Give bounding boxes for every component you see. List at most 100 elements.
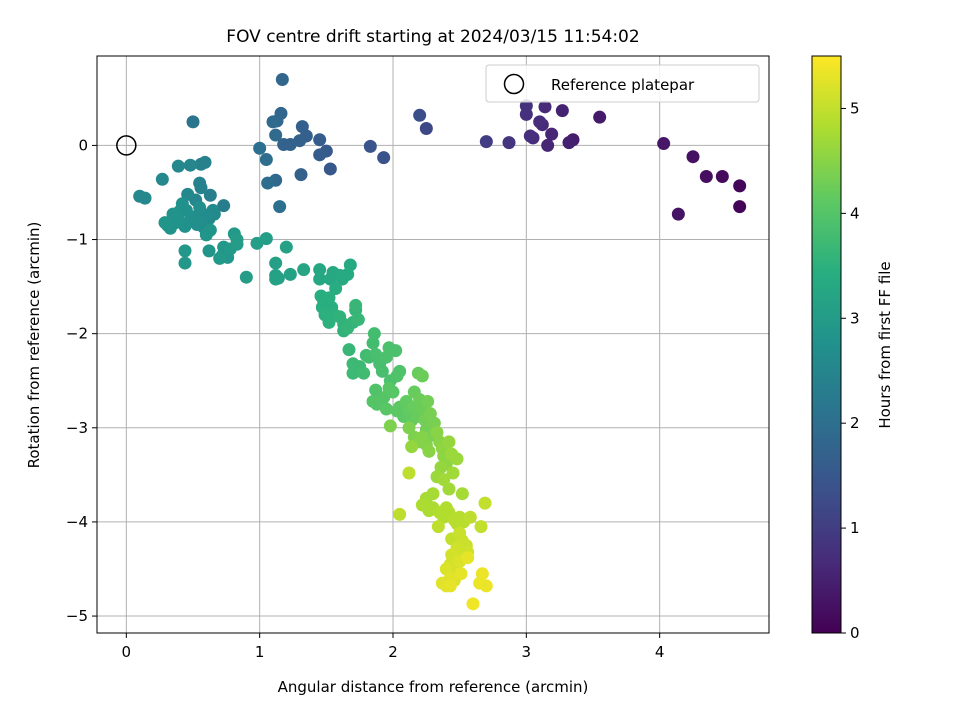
data-point	[203, 188, 217, 202]
data-point	[538, 100, 552, 114]
data-point	[363, 139, 377, 153]
legend-marker-open-circle	[503, 73, 525, 95]
data-point	[178, 244, 192, 258]
data-point	[367, 327, 381, 341]
colorbar-tick-label: 4	[850, 204, 860, 222]
data-point	[405, 440, 419, 454]
colorbar-tick-label: 0	[850, 624, 860, 642]
data-point	[375, 364, 389, 378]
x-tick-label: 2	[388, 643, 398, 661]
data-point	[269, 128, 283, 142]
data-point	[158, 216, 172, 230]
data-point	[379, 402, 393, 416]
y-tick-label: 0	[78, 136, 88, 154]
data-point	[555, 104, 569, 118]
data-point	[450, 452, 464, 466]
data-point	[297, 263, 311, 277]
data-point	[523, 129, 537, 143]
colorbar: 0 1 2 3 4 5 Hours from first FF file	[811, 55, 894, 642]
data-point	[193, 201, 207, 215]
data-point	[402, 421, 416, 435]
data-point	[442, 435, 456, 449]
data-point	[266, 115, 280, 129]
y-tick-label: −4	[66, 513, 88, 531]
data-point	[230, 233, 244, 247]
data-point	[461, 551, 475, 565]
data-point	[202, 244, 216, 258]
data-point	[343, 258, 357, 272]
data-point	[383, 419, 397, 433]
data-point	[183, 158, 197, 172]
data-point	[402, 466, 416, 480]
plot-frame	[96, 55, 770, 634]
data-point	[419, 121, 433, 135]
data-point	[733, 179, 747, 193]
colorbar-label: Hours from first FF file	[876, 261, 894, 428]
data-point	[478, 496, 492, 510]
x-tick-label: 3	[522, 643, 532, 661]
data-point	[715, 169, 729, 183]
data-point	[474, 520, 488, 534]
data-point	[181, 187, 195, 201]
data-point	[393, 364, 407, 378]
data-point	[194, 157, 208, 171]
data-point	[421, 394, 435, 408]
data-point	[269, 272, 283, 286]
data-point	[393, 507, 407, 521]
data-point	[437, 473, 451, 487]
data-point	[422, 444, 436, 458]
x-tick-label: 4	[655, 643, 665, 661]
y-tick-label: −3	[66, 419, 88, 437]
data-point	[479, 135, 493, 149]
data-point	[357, 366, 371, 380]
data-point	[261, 176, 275, 190]
data-point	[455, 487, 469, 501]
data-point	[443, 579, 457, 593]
data-point	[313, 133, 327, 147]
colorbar-ticks: 0 1 2 3 4 5	[841, 99, 860, 642]
data-point	[386, 385, 400, 399]
legend: Reference platepar	[485, 64, 760, 103]
data-point	[502, 136, 516, 150]
data-point	[562, 136, 576, 150]
x-tick-label: 1	[255, 643, 265, 661]
data-point	[541, 138, 555, 152]
data-point	[377, 151, 391, 165]
data-points	[133, 73, 747, 611]
x-tick-label: 0	[122, 643, 132, 661]
colorbar-tick-label: 1	[850, 519, 860, 537]
legend-entry-label: Reference platepar	[551, 76, 695, 94]
data-point	[446, 466, 460, 480]
data-point	[377, 391, 391, 405]
data-point	[519, 99, 533, 113]
data-point	[213, 251, 227, 265]
data-point	[313, 263, 327, 277]
x-axis-label: Angular distance from reference (arcmin)	[278, 678, 589, 696]
y-axis-ticks: 0 −1 −2 −3 −4 −5	[66, 136, 97, 625]
x-axis-ticks: 0 1 2 3 4	[122, 633, 665, 661]
data-point	[217, 199, 231, 213]
data-point	[442, 482, 456, 496]
data-point	[194, 181, 208, 195]
data-point	[349, 298, 363, 312]
chart-title: FOV centre drift starting at 2024/03/15 …	[226, 27, 639, 47]
data-point	[171, 159, 185, 173]
data-point	[295, 120, 309, 134]
data-point	[323, 162, 337, 176]
data-point	[657, 137, 671, 151]
y-axis-label: Rotation from reference (arcmin)	[25, 222, 43, 469]
colorbar-tick-label: 2	[850, 414, 860, 432]
data-point	[166, 207, 180, 221]
colorbar-tick-label: 5	[850, 99, 860, 117]
data-point	[351, 313, 365, 327]
data-point	[313, 272, 327, 286]
data-point	[413, 108, 427, 122]
data-point	[686, 150, 700, 164]
colorbar-gradient	[811, 55, 842, 634]
data-point	[342, 343, 356, 357]
data-point	[313, 148, 327, 162]
colorbar-tick-label: 3	[850, 309, 860, 327]
legend-box	[485, 64, 760, 103]
data-point	[269, 256, 283, 270]
